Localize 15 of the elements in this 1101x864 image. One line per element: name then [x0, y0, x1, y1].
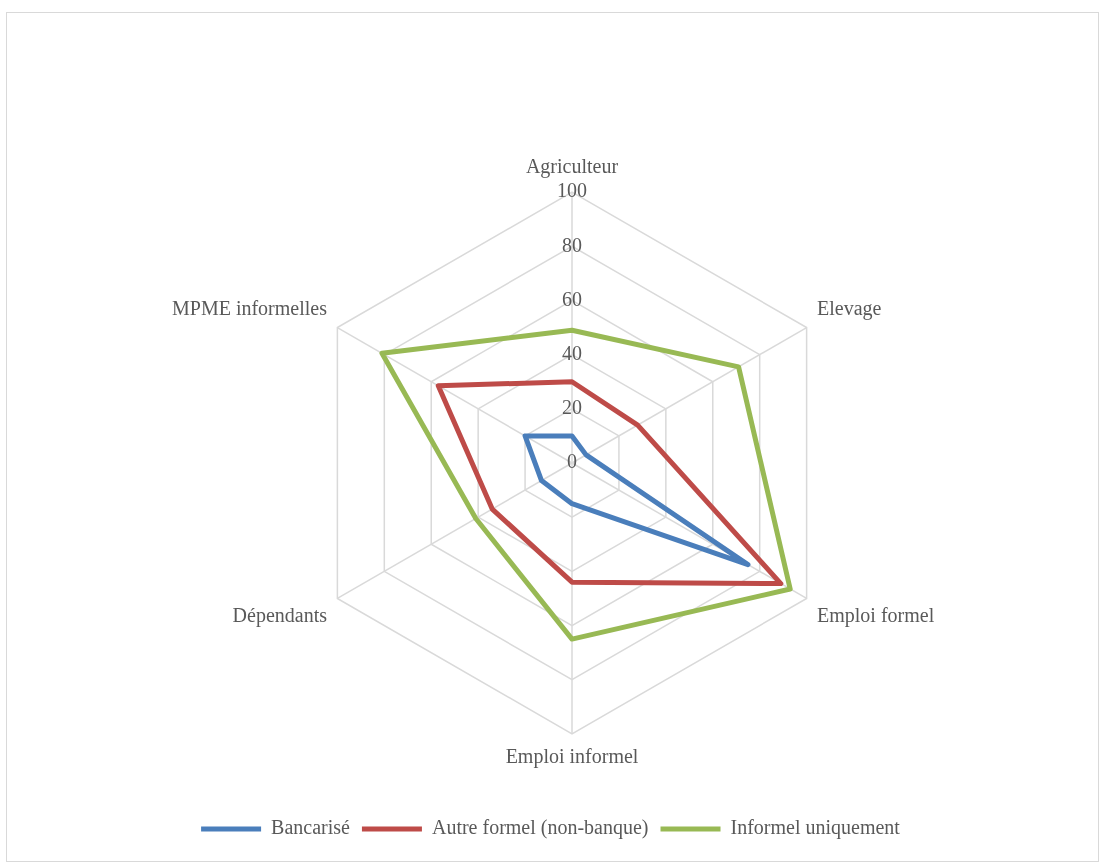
legend-label: Autre formel (non-banque) — [431, 816, 649, 840]
spoke-label: Emploi informel — [505, 745, 639, 769]
y-tick-label: 0 — [567, 450, 577, 473]
legend-label: Informel uniquement — [730, 816, 901, 840]
spoke-label: Emploi formel — [817, 603, 935, 627]
y-tick-label: 60 — [562, 287, 582, 310]
y-tick-label: 20 — [562, 396, 582, 419]
spoke-label: Dépendants — [232, 603, 328, 627]
y-tick-label: 80 — [562, 233, 582, 256]
spoke-label: Agriculteur — [525, 155, 619, 179]
spoke-label: MPME informelles — [171, 296, 328, 319]
legend-label: Bancarisé — [271, 816, 351, 839]
y-tick-label: 100 — [557, 179, 587, 202]
spoke-label: Elevage — [817, 296, 882, 320]
y-tick-label: 40 — [562, 341, 582, 364]
